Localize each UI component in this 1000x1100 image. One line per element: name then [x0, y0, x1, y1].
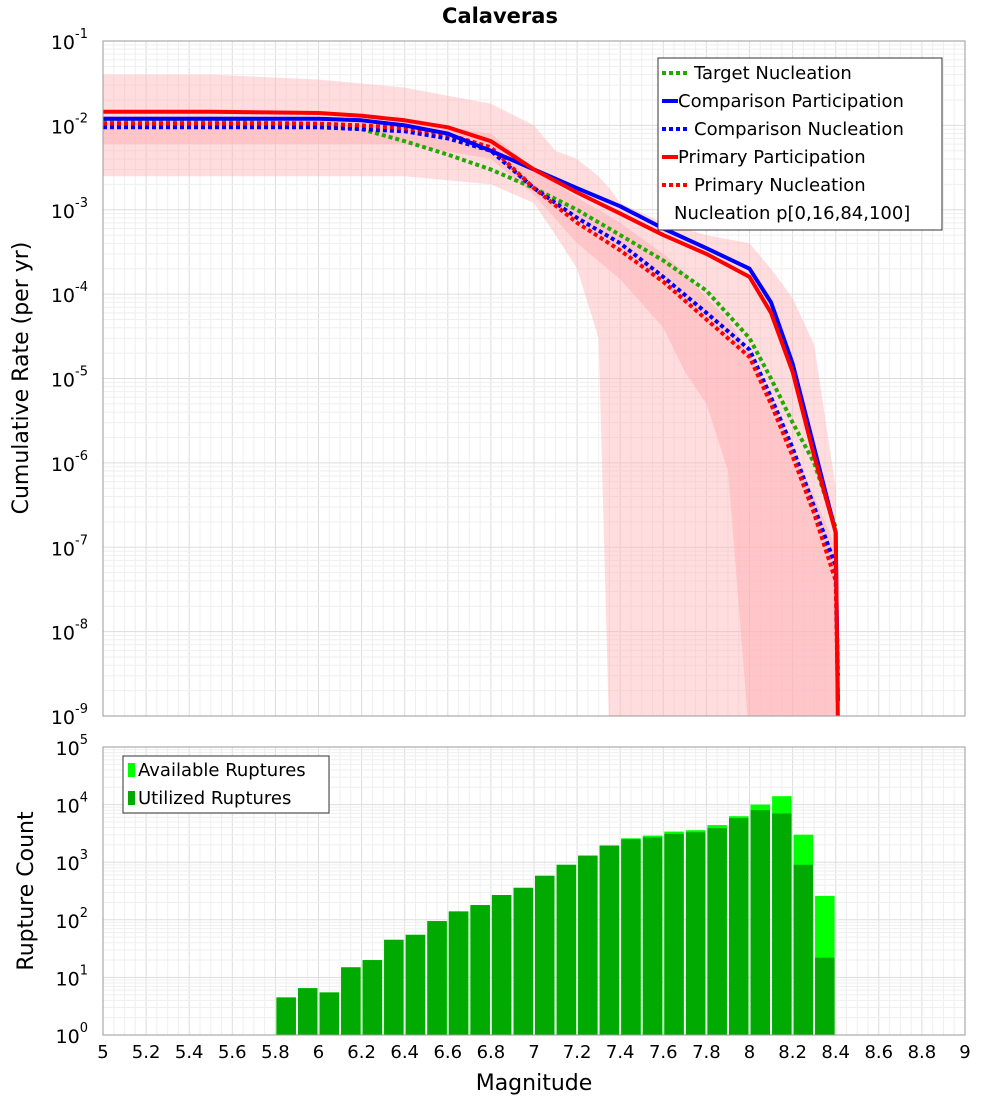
x-tick-label: 6.8	[477, 1042, 506, 1063]
bar-utilized-ruptures	[319, 992, 339, 1035]
band-nucleation-p-0-100-	[103, 74, 836, 716]
x-tick-label: 7.8	[692, 1042, 721, 1063]
top-legend-label: Primary Participation	[678, 147, 866, 168]
top-y-tick-label: 10-1	[51, 27, 88, 54]
x-tick-label: 5.2	[132, 1042, 161, 1063]
bar-utilized-ruptures	[384, 939, 404, 1035]
bottom-y-tick-label: 101	[56, 963, 88, 990]
x-tick-label: 7.2	[563, 1042, 592, 1063]
bottom-y-tick-label: 102	[56, 906, 88, 933]
bar-utilized-ruptures	[664, 833, 684, 1035]
series-line-primary-nucleation	[103, 121, 840, 702]
x-tick-label: 5.4	[175, 1042, 204, 1063]
bottom-y-tick-label: 103	[56, 848, 88, 875]
top-y-tick-label: 10-4	[51, 280, 88, 307]
x-tick-label: 5.8	[261, 1042, 290, 1063]
bottom-legend-swatch	[128, 791, 135, 805]
x-tick-label: 5	[97, 1042, 108, 1063]
bar-utilized-ruptures	[535, 875, 555, 1035]
bottom-y-tick-label: 100	[56, 1021, 88, 1048]
top-legend-label: Nucleation p[0,16,84,100]	[674, 203, 910, 224]
top-y-tick-label: 10-7	[51, 533, 88, 560]
bottom-y-ticks: 105 104 103 102 101 100	[56, 733, 88, 1048]
bar-utilized-ruptures	[599, 845, 620, 1035]
top-legend-label: Comparison Nucleation	[694, 119, 904, 140]
x-tick-label: 7	[528, 1042, 539, 1063]
bar-utilized-ruptures	[491, 895, 512, 1035]
series-line-comparison-participation	[103, 116, 840, 702]
bottom-legend-box	[122, 755, 330, 814]
band-nucleation-p-16-84-	[103, 115, 836, 716]
x-axis-label: Magnitude	[476, 1071, 593, 1096]
x-tick-label: 8.8	[908, 1042, 937, 1063]
bar-utilized-ruptures	[685, 832, 706, 1035]
top-legend-label: Comparison Participation	[678, 91, 904, 112]
bar-utilized-ruptures	[405, 934, 426, 1035]
x-tick-label: 8.4	[821, 1042, 850, 1063]
bar-utilized-ruptures	[642, 837, 663, 1035]
bottom-y-axis-label: Rupture Count	[14, 811, 39, 971]
top-y-tick-label: 10-3	[51, 196, 88, 223]
x-tick-label: 9	[959, 1042, 970, 1063]
bar-utilized-ruptures	[341, 967, 361, 1035]
top-y-tick-label: 10-9	[51, 702, 88, 729]
bar-utilized-ruptures	[815, 957, 835, 1035]
bottom-y-tick-label: 105	[56, 733, 88, 760]
bar-utilized-ruptures	[707, 828, 727, 1035]
top-legend-label: Target Nucleation	[693, 63, 852, 84]
bottom-legend-label: Utilized Ruptures	[138, 788, 291, 809]
x-tick-label: 8	[744, 1042, 755, 1063]
bar-utilized-ruptures	[427, 921, 447, 1035]
top-legend-label: Primary Nucleation	[694, 175, 866, 196]
x-tick-label: 5.6	[218, 1042, 247, 1063]
top-legend: Target Nucleation Comparison Participatio…	[657, 57, 943, 231]
bar-utilized-ruptures	[793, 864, 814, 1035]
x-tick-label: 6.4	[390, 1042, 419, 1063]
bar-utilized-ruptures	[772, 813, 792, 1035]
x-tick-label: 8.6	[864, 1042, 893, 1063]
bottom-legend-swatch	[128, 763, 135, 777]
chart-title: Calaveras	[442, 4, 558, 28]
bottom-x-ticks: 5 5.2 5.4 5.6 5.8 6 6.2 6.4 6.6 6.8 7 7.2 7.4 7.6 7.8 8…	[97, 1042, 970, 1063]
bar-utilized-ruptures	[513, 887, 533, 1035]
top-legend-box	[657, 57, 943, 231]
top-lines	[103, 109, 840, 716]
x-tick-label: 7.4	[606, 1042, 635, 1063]
series-line-comparison-nucleation	[103, 125, 840, 676]
x-tick-label: 8.2	[778, 1042, 807, 1063]
top-y-tick-label: 10-5	[51, 365, 88, 392]
bar-utilized-ruptures	[578, 855, 598, 1035]
x-tick-label: 6.2	[347, 1042, 376, 1063]
bar-utilized-ruptures	[621, 839, 641, 1035]
top-y-tick-label: 10-8	[51, 618, 88, 645]
bottom-plot-frame	[102, 746, 966, 1036]
bar-utilized-ruptures	[750, 810, 770, 1035]
series-line-primary-participation	[103, 109, 840, 716]
top-y-tick-label: 10-2	[51, 111, 88, 138]
x-tick-label: 6	[313, 1042, 324, 1063]
bar-utilized-ruptures	[298, 988, 318, 1035]
bar-utilized-ruptures	[470, 905, 490, 1035]
bottom-y-tick-label: 104	[56, 791, 88, 818]
x-tick-label: 7.6	[649, 1042, 678, 1063]
bar-utilized-ruptures	[448, 911, 469, 1035]
bottom-bars	[276, 796, 835, 1035]
top-y-tick-label: 10-6	[51, 449, 88, 476]
bottom-legend-label: Available Ruptures	[138, 760, 306, 781]
top-plot-frame	[102, 40, 966, 717]
top-y-ticks: 10-1 10-2 10-3 10-4 10-5 10-6 10-7 10-8 10-9	[51, 27, 88, 729]
bar-utilized-ruptures	[276, 997, 296, 1035]
bar-utilized-ruptures	[362, 960, 383, 1035]
bottom-legend: Available Ruptures Utilized Ruptures	[122, 755, 330, 814]
x-tick-label: 6.6	[433, 1042, 462, 1063]
top-bands	[103, 74, 836, 716]
bar-utilized-ruptures	[729, 818, 749, 1035]
bar-utilized-ruptures	[556, 864, 577, 1035]
top-y-axis-label: Cumulative Rate (per yr)	[9, 242, 34, 515]
